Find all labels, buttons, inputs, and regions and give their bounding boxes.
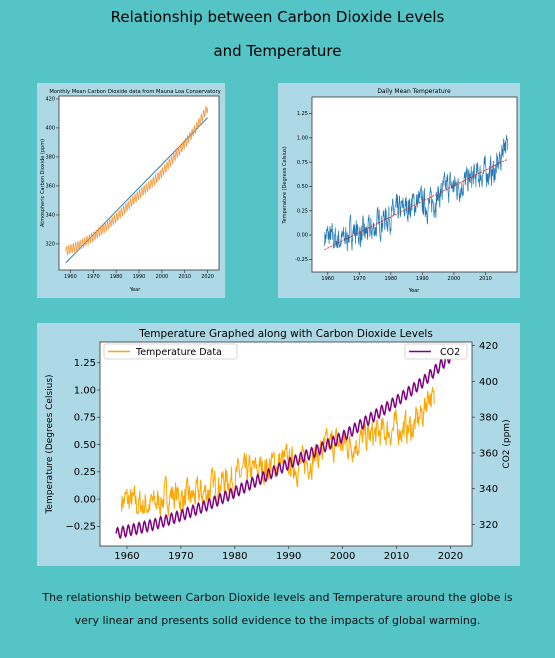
y-tick-label: 380 [45, 155, 55, 161]
legend-box [103, 343, 238, 360]
page-title-line2: and Temperature [213, 42, 342, 60]
chart-title: Monthly Mean Carbon Dioxide data from Ma… [49, 89, 220, 95]
y-tick-label: 1.25 [297, 111, 308, 117]
temperature-chart: 1960 1970 1980 1990 2000 2010 -0.25 0.00 0.25 0.5… [282, 88, 518, 294]
combined-chart-panel: 1960 1970 1980 1990 2000 2010 2020 −0.25 0.00 0.2… [37, 323, 520, 566]
y-tick-label: 0.50 [297, 184, 308, 190]
y-tick-label: −0.25 [65, 522, 96, 533]
y-tick-label: 360 [45, 184, 55, 190]
x-tick-label: 2000 [330, 551, 355, 562]
co2-trend-line [65, 117, 208, 264]
y-axis-label: Atmospheric Carbon Dioxide (ppm) [40, 139, 46, 227]
legend-co2: CO2 [404, 343, 468, 360]
chart-title: Daily Mean Temperature [377, 88, 451, 95]
y-axis-label: Temperature (Degrees Celsius) [282, 146, 288, 224]
y-tick-label: 340 [45, 213, 55, 219]
x-tick-label: 1980 [222, 551, 247, 562]
x-tick-label: 1980 [110, 274, 123, 280]
y-tick-label: 400 [45, 126, 55, 132]
y-tick-label: 1.25 [74, 358, 96, 369]
plot-area [58, 95, 220, 271]
y-tick-label: -0.25 [295, 257, 308, 263]
x-tick-label: 1970 [87, 274, 100, 280]
legend-label: Temperature Data [135, 347, 222, 358]
x-tick-label: 2010 [178, 274, 191, 280]
x-tick-label: 1990 [133, 274, 146, 280]
y-tick-label: 0.75 [297, 160, 308, 166]
temperature-chart-panel: 1960 1970 1980 1990 2000 2010 -0.25 0.00 0.25 0.5… [278, 83, 520, 298]
co2-chart: 1960 1970 1980 1990 2000 2010 2020 320 340 360 380… [40, 89, 221, 293]
y-tick-label: 0.00 [297, 233, 308, 239]
co2-series-line [115, 353, 452, 540]
x-tick-label: 2000 [155, 274, 168, 280]
y-tick-label: 1.00 [297, 136, 308, 142]
legend-label: CO2 [440, 347, 460, 358]
co2-chart-panel: 1960 1970 1980 1990 2000 2010 2020 320 340 360 380… [37, 83, 225, 298]
y-tick-label: 320 [45, 242, 55, 248]
x-tick-label: 1990 [276, 551, 301, 562]
chart-title: Temperature Graphed along with Carbon Di… [138, 328, 433, 340]
x-axis-label: Year [129, 287, 142, 293]
x-tick-label: 2020 [201, 274, 214, 280]
y-tick-label: 0.75 [74, 413, 96, 424]
y-right-tick-label: 400 [479, 377, 498, 388]
combined-chart: 1960 1970 1980 1990 2000 2010 2020 −0.25 0.00 0.2… [45, 328, 512, 562]
y-right-axis-label: CO2 (ppm) [502, 419, 512, 468]
page-title-line1: Relationship between Carbon Dioxide Leve… [110, 8, 445, 26]
x-tick-label: 1960 [321, 276, 334, 282]
y-right-tick-label: 360 [479, 448, 498, 459]
y-right-tick-label: 420 [479, 341, 498, 352]
plot-area [311, 96, 518, 273]
y-tick-label: 0.25 [74, 467, 96, 478]
y-tick-label: 0.50 [74, 440, 96, 451]
y-tick-label: 0.25 [297, 208, 308, 214]
x-tick-label: 1990 [416, 276, 429, 282]
y-right-tick-label: 380 [479, 413, 498, 424]
x-axis-label: Year [408, 288, 421, 294]
x-tick-label: 1960 [114, 551, 139, 562]
x-tick-label: 2010 [479, 276, 492, 282]
caption-text: The relationship between Carbon Dioxide … [42, 591, 513, 627]
temperature-trend-line [324, 158, 508, 251]
plot-area [99, 341, 473, 547]
x-tick-label: 1980 [384, 276, 397, 282]
x-tick-label: 2020 [438, 551, 463, 562]
x-tick-label: 1970 [353, 276, 366, 282]
x-tick-label: 1960 [64, 274, 77, 280]
y-tick-label: 0.00 [74, 494, 96, 505]
y-tick-label: 1.00 [74, 385, 96, 396]
y-right-tick-label: 320 [479, 520, 498, 531]
x-tick-label: 1970 [168, 551, 193, 562]
x-tick-label: 2000 [448, 276, 461, 282]
legend-box [404, 343, 468, 360]
co2-series-line [65, 105, 208, 256]
y-right-tick-label: 340 [479, 484, 498, 495]
y-tick-label: 420 [45, 97, 55, 103]
y-axis-label: Temperature (Degrees Celsius) [45, 374, 55, 514]
legend-temperature: Temperature Data [103, 343, 238, 360]
x-tick-label: 2010 [384, 551, 409, 562]
